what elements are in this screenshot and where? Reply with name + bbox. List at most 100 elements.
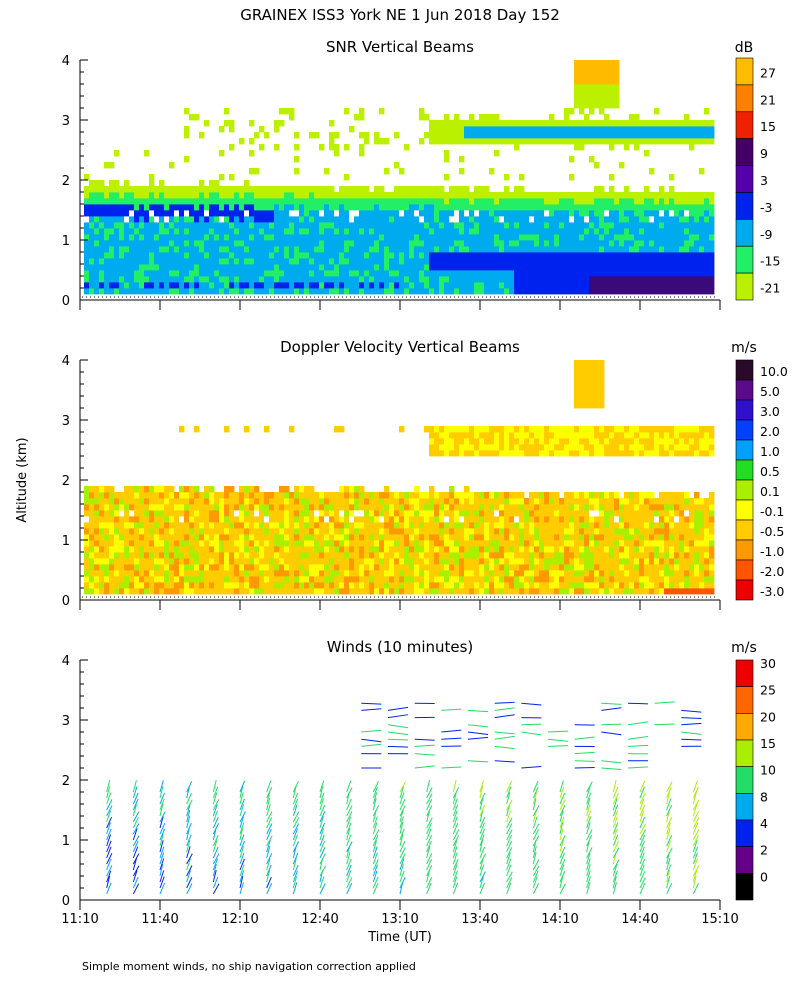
- doppler-cell: [609, 444, 615, 451]
- snr-cell: [259, 210, 265, 217]
- snr-cell: [474, 258, 480, 265]
- snr-cell: [284, 228, 290, 235]
- doppler-cell: [309, 528, 315, 535]
- snr-cell: [114, 210, 120, 217]
- snr-cell: [129, 282, 135, 289]
- snr-cell: [114, 216, 120, 223]
- snr-cell: [659, 120, 665, 127]
- doppler-cell: [414, 552, 420, 559]
- snr-cell: [164, 210, 170, 217]
- doppler-cell: [324, 534, 330, 541]
- doppler-cell: [499, 522, 505, 529]
- snr-cell: [544, 210, 550, 217]
- doppler-cell: [114, 582, 120, 589]
- snr-cell: [434, 120, 440, 127]
- snr-cell: [434, 210, 440, 217]
- snr-cell: [264, 246, 270, 253]
- doppler-cell: [209, 540, 215, 547]
- doppler-cell: [519, 498, 525, 505]
- snr-cell: [304, 288, 310, 295]
- snr-cell: [504, 228, 510, 235]
- doppler-cell: [324, 570, 330, 577]
- doppler-cell: [244, 570, 250, 577]
- snr-cell: [269, 252, 275, 259]
- snr-cell: [364, 252, 370, 259]
- snr-cell: [304, 186, 310, 193]
- snr-cell: [124, 186, 130, 193]
- doppler-cell: [449, 564, 455, 571]
- doppler-cell: [149, 546, 155, 553]
- snr-cell: [629, 246, 635, 253]
- snr-cell: [324, 276, 330, 283]
- snr-cell: [254, 228, 260, 235]
- snr-cell: [124, 234, 130, 241]
- snr-cell: [274, 144, 280, 151]
- snr-cell: [614, 132, 620, 139]
- snr-cell: [154, 246, 160, 253]
- doppler-cell: [99, 570, 105, 577]
- snr-cell: [399, 276, 405, 283]
- doppler-cell: [114, 534, 120, 541]
- snr-cell: [424, 270, 430, 277]
- doppler-cell: [84, 522, 90, 529]
- snr-cell: [474, 234, 480, 241]
- doppler-cell: [319, 534, 325, 541]
- snr-cell: [354, 270, 360, 277]
- doppler-cell: [239, 552, 245, 559]
- snr-cell: [384, 288, 390, 295]
- doppler-cell: [564, 534, 570, 541]
- snr-cell: [684, 210, 690, 217]
- snr-cell: [394, 210, 400, 217]
- doppler-cell: [619, 438, 625, 445]
- snr-cell: [334, 258, 340, 265]
- snr-cell: [159, 282, 165, 289]
- snr-cell: [584, 90, 590, 97]
- snr-cell: [429, 132, 435, 139]
- snr-cell: [359, 144, 365, 151]
- snr-cell: [314, 264, 320, 271]
- doppler-cell: [384, 540, 390, 547]
- snr-cell: [574, 234, 580, 241]
- snr-cell: [469, 210, 475, 217]
- doppler-cell: [94, 558, 100, 565]
- snr-cell: [244, 222, 250, 229]
- doppler-cell: [394, 522, 400, 529]
- snr-cell: [644, 204, 650, 211]
- snr-cell: [504, 234, 510, 241]
- doppler-cell: [369, 588, 375, 595]
- snr-cell: [654, 120, 660, 127]
- snr-cell: [544, 234, 550, 241]
- doppler-cell: [214, 516, 220, 523]
- snr-cell: [199, 270, 205, 277]
- snr-cell: [614, 252, 620, 259]
- snr-cell: [679, 276, 685, 283]
- doppler-cell: [284, 570, 290, 577]
- doppler-cell: [129, 564, 135, 571]
- doppler-cell: [139, 486, 145, 493]
- snr-cell: [169, 186, 175, 193]
- snr-cell: [604, 270, 610, 277]
- doppler-cell: [174, 558, 180, 565]
- snr-cell: [609, 258, 615, 265]
- snr-cell: [509, 198, 515, 205]
- snr-cell: [364, 138, 370, 145]
- doppler-cell: [234, 546, 240, 553]
- doppler-cell: [389, 570, 395, 577]
- doppler-cell: [619, 432, 625, 439]
- snr-cell: [224, 270, 230, 277]
- snr-cell: [669, 204, 675, 211]
- doppler-cell: [364, 552, 370, 559]
- doppler-cell: [604, 570, 610, 577]
- snr-cell: [279, 228, 285, 235]
- snr-cell: [204, 264, 210, 271]
- doppler-cell: [599, 582, 605, 589]
- doppler-cell: [524, 558, 530, 565]
- doppler-cell: [219, 504, 225, 511]
- snr-cell: [419, 234, 425, 241]
- doppler-cell: [634, 588, 640, 595]
- snr-cell: [474, 210, 480, 217]
- snr-cell: [539, 210, 545, 217]
- snr-cell: [704, 108, 710, 115]
- snr-cell: [364, 282, 370, 289]
- doppler-cell: [494, 516, 500, 523]
